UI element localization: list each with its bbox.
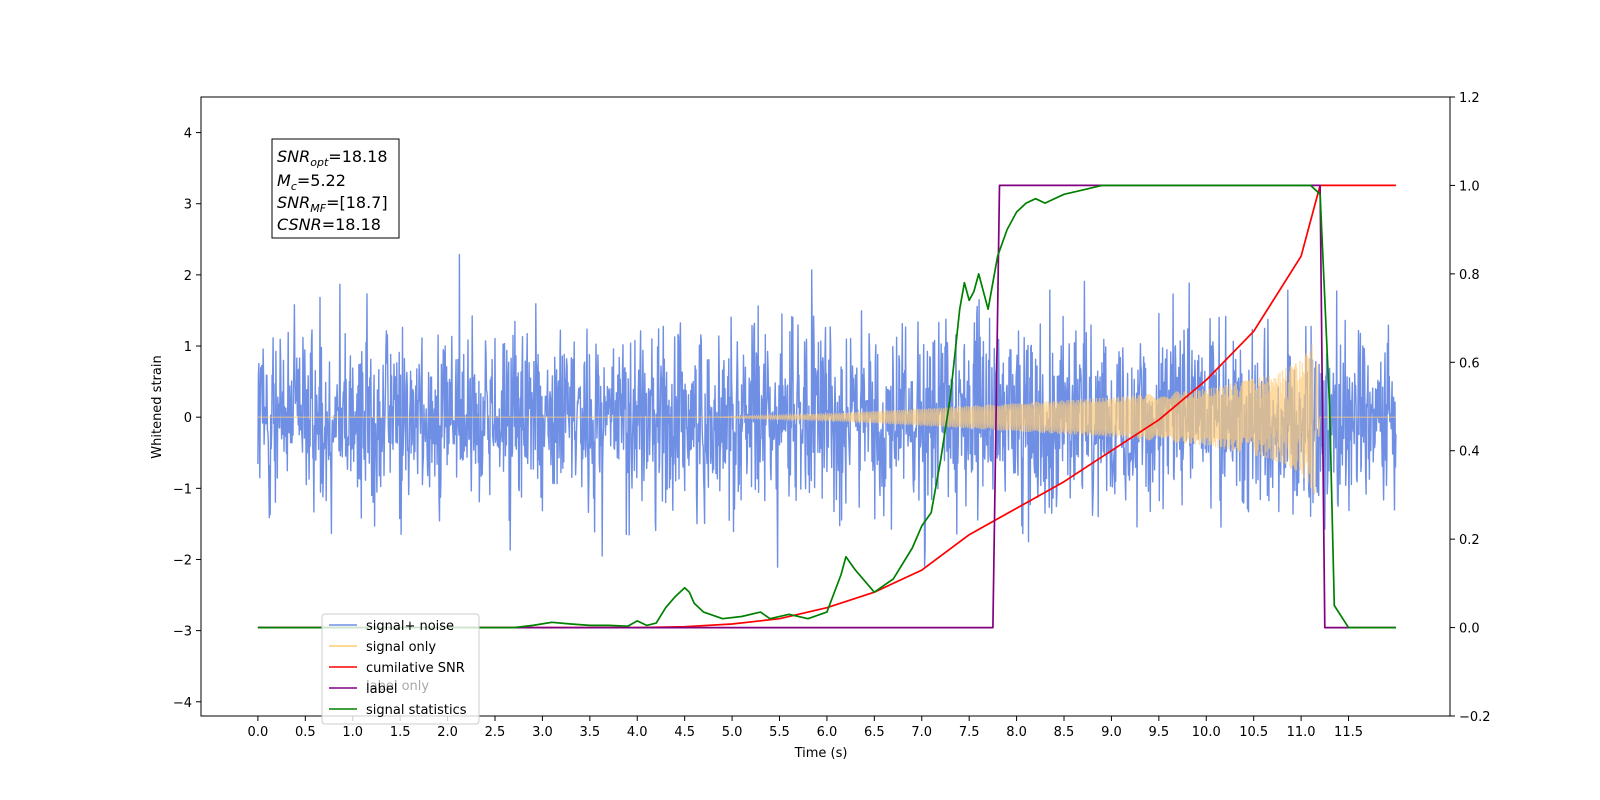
y-tick-label: 3 — [184, 198, 192, 213]
svg-text:signal statistics: signal statistics — [366, 703, 467, 718]
x-tick-label: 9.0 — [1101, 725, 1122, 740]
legend-hidden-label: label only — [366, 679, 429, 694]
x-tick-label: 2.5 — [485, 725, 506, 740]
x-tick-label: 8.5 — [1054, 725, 1075, 740]
legend-item-signal-statistics: signal statistics — [329, 703, 467, 718]
x-tick-label: 7.0 — [911, 725, 932, 740]
y-tick-label: −2 — [173, 553, 192, 568]
x-tick-label: 11.5 — [1334, 725, 1363, 740]
x-tick-label: 0.0 — [248, 725, 269, 740]
y-tick-label: 0 — [184, 411, 192, 426]
y2-tick-label: 0.6 — [1459, 356, 1480, 371]
series-signal-noise — [257, 253, 1397, 568]
y-tick-label: 2 — [184, 269, 192, 284]
x-tick-label: 6.5 — [864, 725, 885, 740]
x-tick-label: 1.0 — [342, 725, 363, 740]
y-tick-label: 1 — [184, 340, 192, 355]
annotation-line-0: SNRopt=18.18 — [277, 147, 388, 169]
series-signal-only — [257, 344, 1396, 495]
svg-text:signal+ noise: signal+ noise — [366, 619, 454, 634]
plot-frame — [200, 96, 1451, 717]
x-tick-label: 8.0 — [1006, 725, 1027, 740]
y-tick-label: −4 — [173, 696, 192, 711]
annotation-line-3: CSNR=18.18 — [277, 215, 381, 234]
y2-tick-label: 0.4 — [1459, 445, 1480, 460]
legend: label only signal+ noise signal only cum… — [321, 613, 480, 725]
y-tick-label: −3 — [173, 625, 192, 640]
snr-annotation-box: SNRopt=18.18 Mc=5.22 SNRMF=[18.7] CSNR=1… — [271, 138, 400, 239]
x-axis-title: Time (s) — [794, 746, 848, 761]
x-tick-label: 4.5 — [674, 725, 695, 740]
x-tick-label: 10.0 — [1192, 725, 1221, 740]
series-signal-statistics — [257, 184, 1396, 629]
x-tick-label: 5.5 — [769, 725, 790, 740]
x-tick-label: 3.0 — [532, 725, 553, 740]
x-tick-label: 11.0 — [1287, 725, 1316, 740]
y2-tick-label: 0.0 — [1459, 622, 1480, 637]
legend-item-cumulative-snr: cumilative SNR — [329, 661, 465, 676]
y-tick-label: −1 — [173, 482, 192, 497]
y2-tick-label: −0.2 — [1459, 710, 1491, 725]
x-tick-label: 3.5 — [579, 725, 600, 740]
y2-tick-label: 0.8 — [1459, 268, 1480, 283]
x-tick-label: 1.5 — [390, 725, 411, 740]
y2-tick-label: 0.2 — [1459, 533, 1480, 548]
x-tick-label: 7.5 — [959, 725, 980, 740]
legend-item-signal-noise: signal+ noise — [329, 619, 454, 634]
x-tick-label: 10.5 — [1239, 725, 1268, 740]
legend-item-label: label — [329, 682, 397, 697]
x-tick-label: 0.5 — [295, 725, 316, 740]
y-tick-label: 4 — [184, 127, 192, 142]
legend-item-signal-only: signal only — [329, 640, 436, 655]
annotation-line-1: Mc=5.22 — [277, 171, 346, 193]
x-tick-label: 5.0 — [722, 725, 743, 740]
y2-tick-label: 1.0 — [1459, 179, 1480, 194]
annotation-line-2: SNRMF=[18.7] — [277, 193, 388, 215]
svg-text:signal only: signal only — [366, 640, 436, 655]
svg-text:label: label — [366, 682, 397, 697]
y-axis-title: Whitened strain — [150, 355, 165, 458]
y2-tick-label: 1.2 — [1459, 91, 1480, 106]
x-tick-label: 2.0 — [437, 725, 458, 740]
x-tick-label: 6.0 — [817, 725, 838, 740]
x-tick-label: 9.5 — [1149, 725, 1170, 740]
x-tick-label: 4.0 — [627, 725, 648, 740]
svg-text:cumilative SNR: cumilative SNR — [366, 661, 465, 676]
